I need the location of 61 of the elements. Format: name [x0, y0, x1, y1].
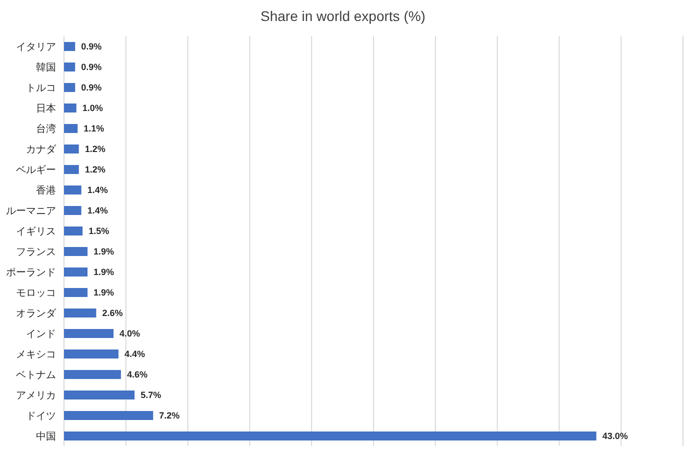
bar: [64, 226, 83, 236]
data-label: 1.4%: [87, 206, 108, 216]
bar: [64, 390, 135, 400]
bar: [64, 350, 118, 358]
data-label: 4.4%: [124, 349, 145, 360]
y-tick-label: カナダ: [26, 143, 57, 156]
y-tick-label: イギリス: [16, 225, 56, 238]
bar: [64, 370, 121, 379]
y-tick-label: メキシコ: [16, 349, 56, 360]
y-tick-label: トルコ: [26, 82, 56, 94]
bar: [64, 329, 114, 338]
data-label: 1.5%: [88, 226, 110, 236]
bar: [64, 124, 78, 133]
data-label: 1.9%: [94, 246, 114, 257]
data-label: 1.1%: [84, 124, 104, 134]
data-label: 5.7%: [140, 390, 162, 400]
data-label: 0.9%: [81, 42, 102, 52]
bar: [64, 288, 88, 297]
bar: [64, 42, 76, 51]
data-label: 1.0%: [82, 103, 103, 114]
data-label: 2.6%: [102, 308, 123, 318]
data-label: 1.9%: [94, 288, 114, 298]
y-tick-label: イタリア: [16, 42, 56, 53]
data-label: 1.4%: [87, 185, 108, 196]
data-label: 43.0%: [602, 431, 628, 442]
bar: [64, 432, 596, 440]
y-tick-label: インド: [26, 328, 56, 340]
bar: [64, 268, 88, 276]
bar: [64, 104, 76, 112]
bar: [64, 206, 82, 215]
y-tick-label: 中国: [36, 430, 56, 442]
data-label: 7.2%: [159, 410, 180, 421]
data-label: 0.9%: [81, 62, 102, 72]
bar: [64, 165, 79, 174]
data-label: 1.2%: [84, 164, 106, 175]
bar: [64, 308, 96, 318]
y-tick-label: フランス: [16, 246, 56, 258]
y-tick-label: 香港: [36, 184, 56, 196]
y-tick-label: 韓国: [36, 61, 56, 74]
y-tick-label: ベルギー: [16, 164, 56, 176]
data-label: 1.2%: [84, 144, 106, 154]
bar: [64, 144, 79, 154]
bar: [64, 411, 154, 420]
data-label: 4.0%: [120, 328, 140, 339]
bar: [64, 62, 76, 72]
y-tick-label: ルーマニア: [6, 206, 56, 217]
bar: [64, 247, 88, 256]
bar: [64, 83, 76, 92]
y-tick-label: ドイツ: [26, 410, 56, 422]
y-tick-label: ベトナム: [16, 370, 56, 381]
data-label: 4.6%: [126, 370, 148, 380]
y-tick-label: モロッコ: [16, 288, 56, 299]
y-tick-label: 台湾: [36, 122, 56, 135]
y-tick-label: オランダ: [16, 307, 57, 320]
y-tick-label: ポーランド: [6, 267, 56, 278]
data-label: 0.9%: [81, 82, 102, 93]
y-tick-label: 日本: [36, 102, 56, 114]
y-tick-label: アメリカ: [16, 390, 56, 402]
bar: [64, 186, 82, 194]
chart-title: Share in world exports (%): [260, 8, 426, 24]
data-label: 1.9%: [94, 267, 114, 278]
